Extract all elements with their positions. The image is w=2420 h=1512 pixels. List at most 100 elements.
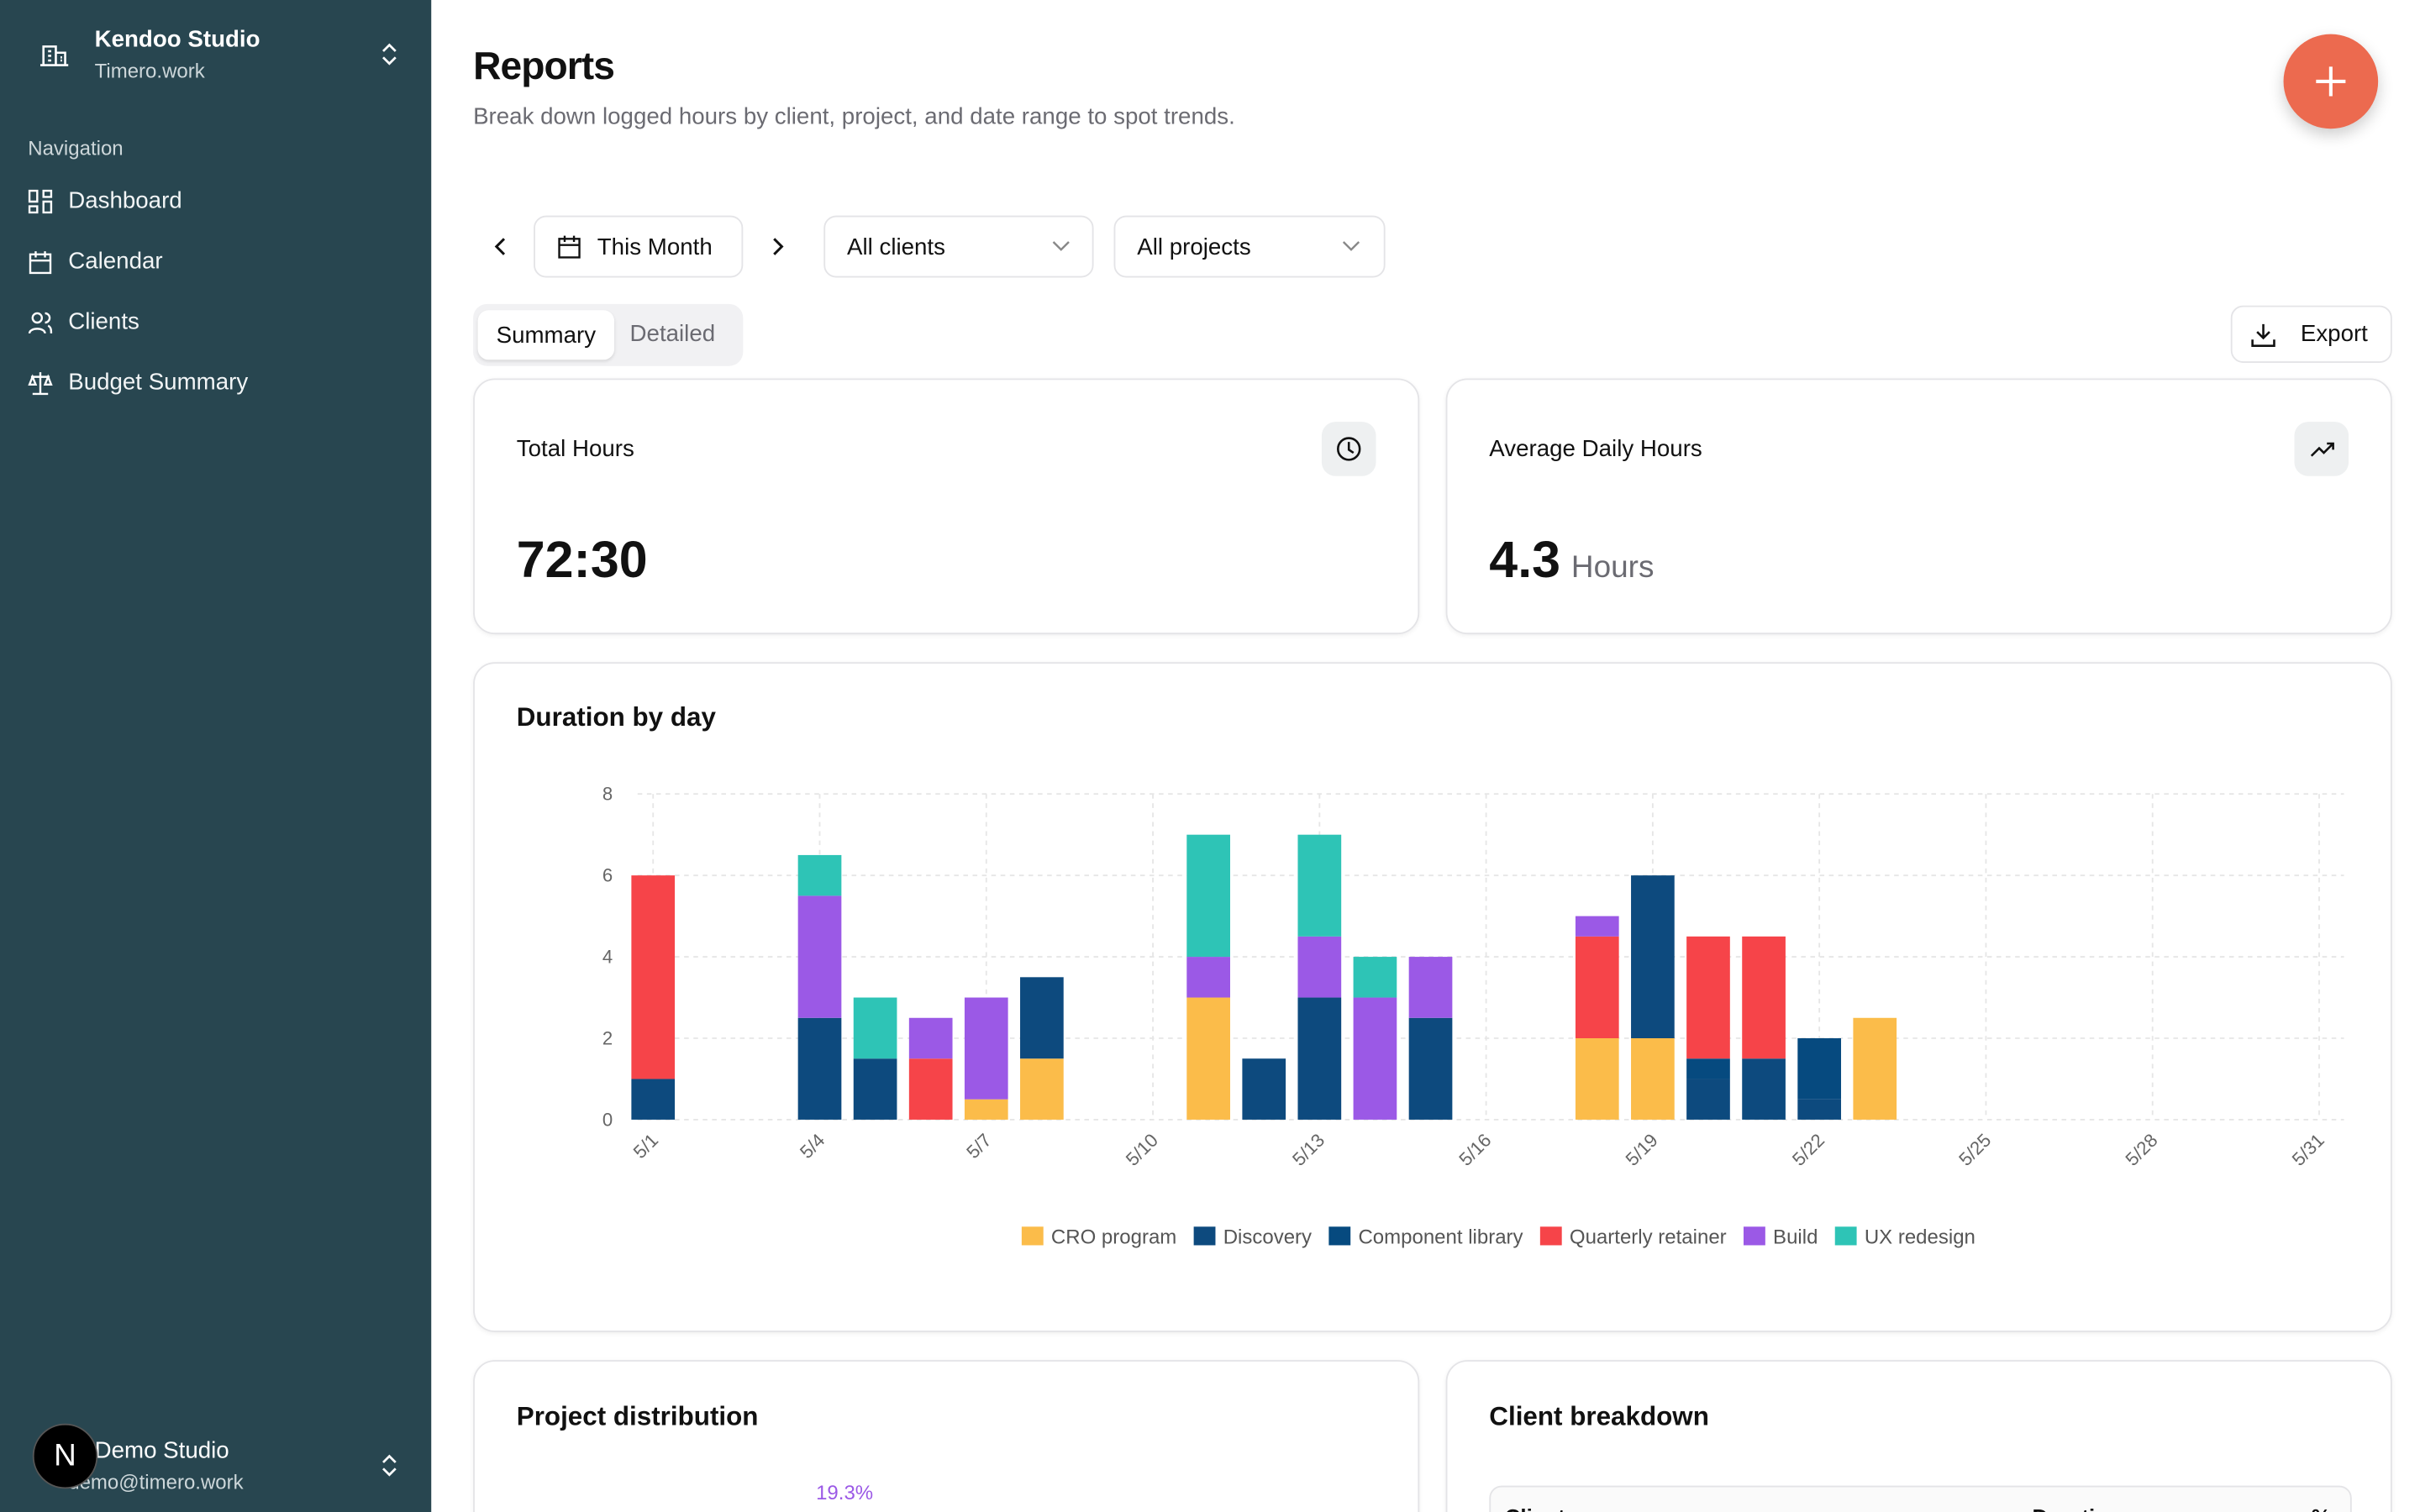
period-picker[interactable]: This Month xyxy=(534,215,744,278)
stat-value: 4.3 xyxy=(1489,530,1560,588)
export-button[interactable]: Export xyxy=(2230,305,2392,363)
avatar[interactable]: N xyxy=(32,1423,98,1489)
nav-item[interactable]: Clients xyxy=(28,308,139,335)
bar-segment xyxy=(1742,1058,1786,1120)
bar-segment xyxy=(1575,936,1619,1038)
tab-active[interactable]: Summary xyxy=(477,310,615,360)
chevron xyxy=(1052,241,1070,251)
stat-icon xyxy=(2294,422,2349,476)
nav-item[interactable]: Budget Summary xyxy=(28,369,249,396)
bar-segment xyxy=(1408,1017,1453,1120)
bar-segment xyxy=(1631,1038,1675,1120)
bar-segment xyxy=(1575,1038,1619,1120)
bar-segment xyxy=(1353,957,1397,998)
bar-segment xyxy=(1686,1058,1730,1079)
user-name[interactable]: Demo Studio xyxy=(94,1437,229,1464)
export-label: Export xyxy=(2300,321,2368,348)
bar-segment xyxy=(1020,977,1064,1059)
switch-icon[interactable] xyxy=(380,1453,398,1478)
nav-label: Calendar xyxy=(68,248,163,275)
bar-segment xyxy=(1575,916,1619,937)
client-select[interactable]: All clients xyxy=(823,215,1094,278)
tab-bar: Summary Detailed xyxy=(473,303,744,366)
bar-segment xyxy=(1686,936,1730,1059)
x-tick-label: 5/28 xyxy=(2121,1130,2161,1170)
workspace-name[interactable]: Kendoo Studio xyxy=(94,26,260,53)
table-card: Client breakdown Client Duration % xyxy=(1445,1360,2392,1512)
bar-segment xyxy=(1242,1058,1286,1120)
x-tick-label: 5/4 xyxy=(796,1130,829,1163)
legend-label: Discovery xyxy=(1223,1226,1312,1249)
legend: CRO program Discovery Component library Qua… xyxy=(1021,1226,1975,1249)
bar-segment xyxy=(908,1017,953,1059)
x-tick-label: 5/19 xyxy=(1622,1130,1662,1170)
icon xyxy=(28,311,53,333)
nav-heading: Navigation xyxy=(28,136,124,160)
bar-segment xyxy=(797,854,842,896)
x-tick-label: 5/13 xyxy=(1288,1130,1328,1170)
select-label: All clients xyxy=(847,233,945,260)
nav-item[interactable]: Dashboard xyxy=(28,187,182,214)
x-tick-label: 5/10 xyxy=(1122,1130,1162,1170)
bar-segment xyxy=(1297,834,1342,937)
x-tick-label: 5/7 xyxy=(962,1130,995,1163)
bar-segment xyxy=(1742,936,1786,1059)
page-subtitle: Break down logged hours by client, proje… xyxy=(473,103,1235,131)
x-tick-label: 5/31 xyxy=(2288,1130,2328,1170)
bar-segment xyxy=(1297,997,1342,1120)
bar-segment xyxy=(1020,1058,1064,1120)
legend-swatch xyxy=(1539,1226,1562,1246)
bar-segment xyxy=(1631,875,1675,1038)
bar-segment xyxy=(1797,1038,1842,1100)
column-header: % xyxy=(2312,1504,2331,1512)
project-select[interactable]: All projects xyxy=(1113,215,1386,278)
legend-swatch xyxy=(1021,1226,1044,1246)
legend-label: Build xyxy=(1773,1226,1818,1249)
bar-segment xyxy=(853,997,897,1059)
nav-label: Budget Summary xyxy=(68,369,249,396)
trend xyxy=(2310,442,2334,457)
x-tick-label: 5/16 xyxy=(1455,1130,1495,1170)
stat-label: Total Hours xyxy=(516,435,634,463)
bar-segment xyxy=(1686,1079,1730,1120)
chevron xyxy=(1342,241,1360,251)
bar-segment xyxy=(1353,997,1397,1120)
plus-icon xyxy=(2316,66,2346,97)
bar-segment xyxy=(964,1099,1008,1120)
bar-segment xyxy=(853,1058,897,1120)
legend-swatch xyxy=(1743,1226,1765,1246)
switch-icon[interactable] xyxy=(380,42,398,67)
y-tick-label: 2 xyxy=(602,1027,613,1048)
bar-segment xyxy=(631,875,676,1079)
legend-swatch xyxy=(1328,1226,1351,1246)
nav-label: Dashboard xyxy=(68,187,182,214)
add-button[interactable] xyxy=(2283,34,2379,129)
page-title: Reports xyxy=(473,45,615,89)
table: Client Duration % xyxy=(1489,1485,2352,1512)
bar-segment xyxy=(1186,834,1230,958)
legend-swatch xyxy=(1834,1226,1857,1246)
legend-swatch xyxy=(1193,1226,1216,1246)
legend-label: UX redesign xyxy=(1865,1226,1975,1249)
clock xyxy=(1337,437,1361,461)
y-tick-label: 8 xyxy=(602,784,613,805)
workspace-domain: Timero.work xyxy=(94,59,205,82)
bar-segment xyxy=(797,1017,842,1120)
chart-card: Duration by day 0 2 4 6 8 5/1 5/4 5/7 5/10 5/13 5/… xyxy=(473,662,2392,1332)
y-tick-label: 6 xyxy=(602,865,613,886)
next-button[interactable] xyxy=(765,234,790,260)
chart-title: Duration by day xyxy=(516,702,716,732)
select-label: All projects xyxy=(1137,233,1251,260)
nav-label: Clients xyxy=(68,308,139,335)
stat-card: Total Hours 72:30 xyxy=(473,378,1420,635)
column-header: Duration xyxy=(2032,1504,2121,1512)
prev-button[interactable] xyxy=(489,234,514,260)
nav-item[interactable]: Calendar xyxy=(28,248,163,275)
y-tick-label: 4 xyxy=(602,946,613,967)
stat-unit: Hours xyxy=(1570,550,1655,585)
user-email: demo@timero.work xyxy=(68,1470,244,1494)
tab[interactable]: Detailed xyxy=(629,321,716,348)
legend-label: Quarterly retainer xyxy=(1570,1226,1727,1249)
bar-segment xyxy=(1797,1099,1842,1120)
